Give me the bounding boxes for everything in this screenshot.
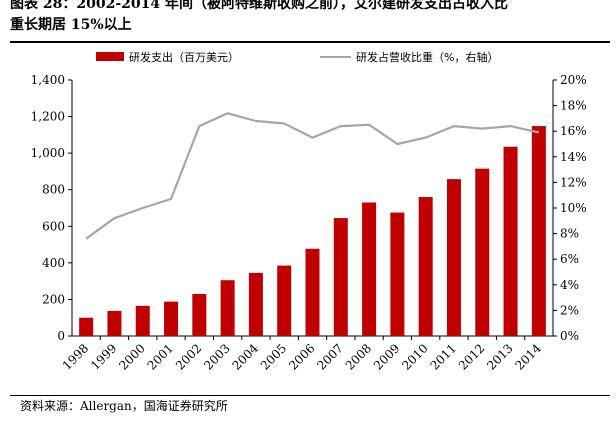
right-axis-tick-label: 12% — [560, 175, 587, 189]
right-axis-tick-label: 8% — [560, 227, 579, 241]
bar-rd-expense — [192, 293, 207, 336]
bar-rd-expense — [531, 126, 546, 336]
x-axis-tick-label: 2000 — [116, 341, 147, 372]
right-axis-tick-label: 10% — [560, 201, 587, 215]
bar-rd-expense — [248, 272, 263, 336]
bar-rd-expense — [305, 248, 320, 336]
line-rd-ratio — [85, 112, 540, 240]
left-axis-tick-label: 1,400 — [31, 73, 65, 87]
chart-legend: 研发支出（百万美元） 研发占营收比重（%，右轴） — [96, 50, 498, 64]
x-axis-tick-label: 2009 — [371, 341, 402, 372]
bar-rd-expense — [220, 280, 235, 336]
x-axis-tick-label: 2007 — [314, 341, 345, 372]
x-axis-tick-label: 2001 — [145, 341, 176, 372]
bar-rd-expense — [333, 218, 348, 336]
left-axis-tick-label: 200 — [42, 292, 65, 306]
x-axis-tick-label: 2008 — [343, 341, 374, 372]
left-axis-tick-label: 0 — [57, 329, 65, 343]
x-axis-tick-label: 1999 — [88, 341, 119, 372]
x-axis-tick-label: 2004 — [230, 341, 262, 373]
x-axis-tick-label: 2003 — [201, 341, 232, 372]
left-axis-tick-label: 1,000 — [31, 146, 65, 160]
right-axis-tick-label: 14% — [560, 150, 587, 164]
bar-rd-expense — [79, 317, 94, 336]
title-divider — [10, 41, 610, 43]
footer-divider — [10, 395, 610, 396]
left-axis-tick-label: 600 — [42, 219, 65, 233]
right-axis-tick-label: 0% — [560, 329, 579, 343]
x-axis-tick-label: 1998 — [60, 341, 91, 372]
x-axis-tick-label: 2002 — [173, 341, 204, 372]
bar-rd-expense — [390, 212, 405, 336]
right-axis-tick-label: 18% — [560, 99, 587, 113]
bar-rd-expense — [277, 265, 292, 336]
left-axis-tick-label: 800 — [42, 183, 65, 197]
left-axis-tick-label: 400 — [42, 256, 65, 270]
x-axis-tick-label: 2011 — [428, 341, 459, 372]
source-note: 资料来源：Allergan，国海证券研究所 — [20, 399, 228, 413]
right-axis-tick-label: 4% — [560, 278, 579, 292]
x-axis-tick-label: 2012 — [456, 341, 487, 372]
bar-rd-expense — [107, 310, 122, 336]
bar-rd-expense — [164, 301, 179, 336]
bar-rd-expense — [475, 168, 490, 336]
legend-line-label: 研发占营收比重（%，右轴） — [356, 50, 498, 64]
bar-rd-expense — [135, 305, 150, 336]
bar-rd-expense — [503, 146, 518, 336]
bar-rd-expense — [446, 179, 461, 336]
x-axis-tick-label: 2010 — [399, 341, 430, 372]
right-axis-tick-label: 16% — [560, 124, 587, 138]
x-axis-tick-label: 2005 — [258, 341, 289, 372]
right-axis-tick-label: 6% — [560, 252, 579, 266]
right-axis-tick-label: 20% — [560, 73, 587, 87]
bar-rd-expense — [418, 197, 433, 336]
left-axis-tick-label: 1,200 — [31, 110, 65, 124]
x-axis-tick-label: 2006 — [286, 341, 317, 372]
x-axis-tick-label: 2014 — [512, 341, 544, 373]
right-axis-tick-label: 2% — [560, 303, 579, 317]
legend-bar-label: 研发支出（百万美元） — [129, 50, 239, 64]
bar-rd-expense — [362, 202, 377, 336]
figure-title: 图表 28：2002-2014 年间（被阿特维斯收购之前），艾尔建研发支出占收入… — [10, 0, 508, 33]
legend-bar-swatch — [96, 52, 124, 61]
x-axis-tick-label: 2013 — [484, 341, 515, 372]
